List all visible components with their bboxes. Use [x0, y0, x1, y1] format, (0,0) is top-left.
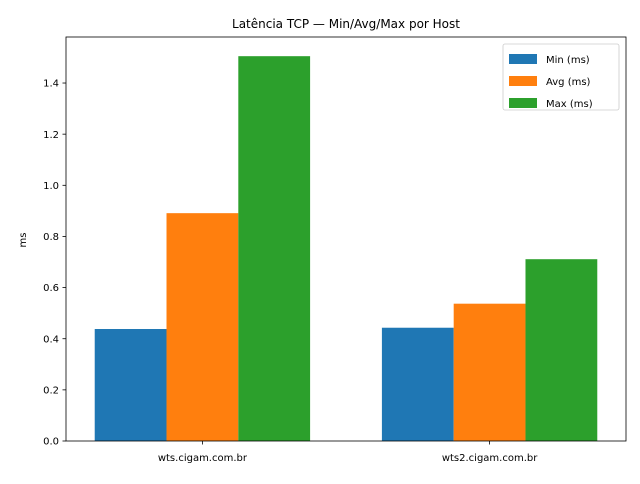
y-axis-ticks: 0.0 0.2 0.4 0.6 0.8 1.0 1.2 1.4: [43, 79, 66, 448]
x-tick-label-1: wts2.cigam.com.br: [442, 453, 538, 464]
y-tick-label-1: 0.2: [43, 385, 59, 396]
legend-swatch-1: [509, 76, 537, 86]
y-tick-label-3: 0.6: [43, 283, 59, 294]
x-axis-ticks: wts.cigam.com.br wts2.cigam.com.br: [158, 441, 538, 464]
chart-title: Latência TCP — Min/Avg/Max por Host: [232, 17, 460, 31]
legend-swatch-0: [509, 54, 537, 64]
y-axis-title: ms: [18, 233, 29, 248]
x-tick-label-0: wts.cigam.com.br: [158, 453, 248, 464]
y-tick-label-6: 1.2: [43, 130, 59, 141]
plot-area-frame: [65, 36, 627, 442]
y-tick-label-2: 0.4: [43, 334, 59, 345]
bar-series-0-cat-1: [381, 327, 454, 441]
chart-legend: Min (ms) Avg (ms) Max (ms): [502, 43, 620, 111]
legend-label-2: Max (ms): [546, 99, 593, 110]
bars-group: [94, 56, 598, 442]
bar-series-0-cat-0: [94, 329, 167, 441]
bar-series-1-cat-0: [166, 213, 239, 441]
y-tick-label-4: 0.8: [43, 232, 59, 243]
y-tick-label-0: 0.0: [43, 437, 59, 448]
bar-series-2-cat-0: [238, 56, 311, 442]
bar-series-2-cat-1: [525, 259, 598, 441]
bar-series-1-cat-1: [453, 303, 526, 441]
y-tick-label-5: 1.0: [43, 181, 59, 192]
legend-label-1: Avg (ms): [546, 77, 591, 88]
legend-swatch-2: [509, 98, 537, 108]
y-tick-label-7: 1.4: [43, 79, 59, 90]
legend-label-0: Min (ms): [546, 55, 590, 66]
